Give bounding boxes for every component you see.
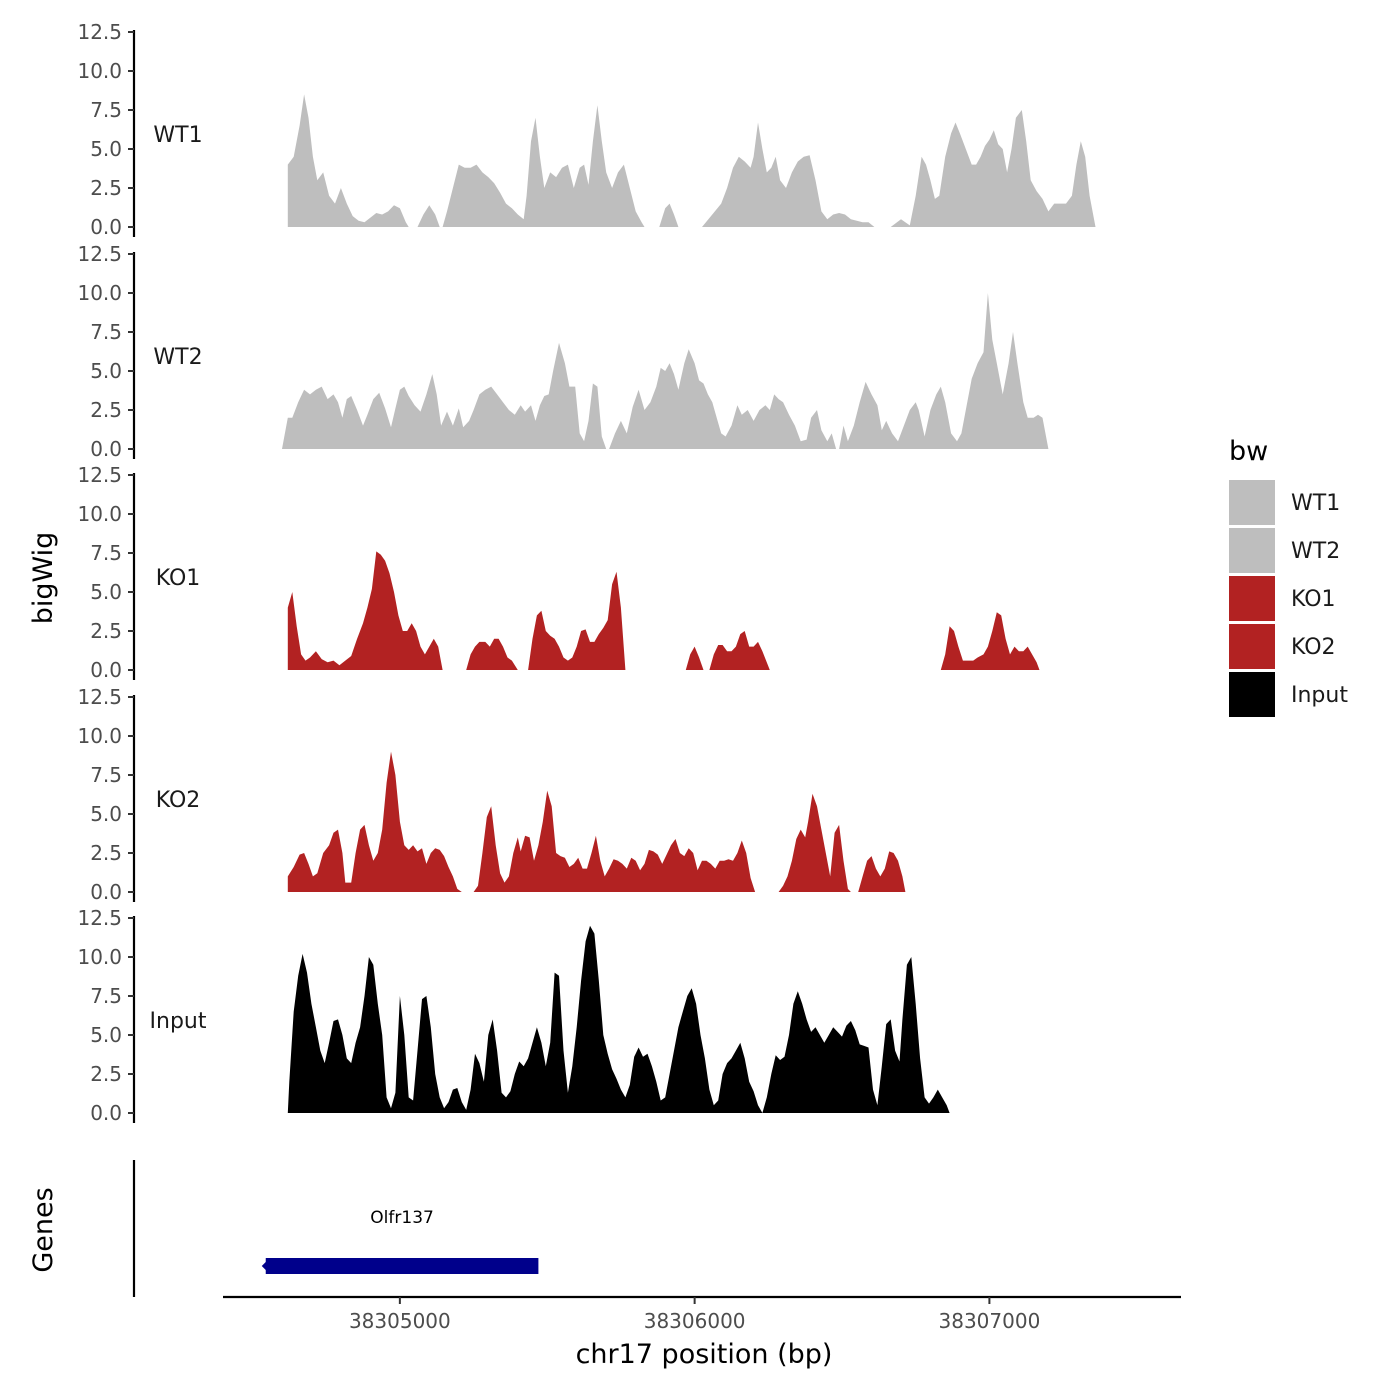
track-ko2: 0.0 2.5 5.0 7.5 10.0 12.5 KO2 [77,685,906,904]
coverage-area-wt1 [659,203,679,227]
coverage-area-ko1 [466,638,518,670]
y-tick-label: 12.5 [77,242,122,266]
x-axis-title: chr17 position (bp) [576,1339,833,1370]
coverage-area-ko1 [685,646,704,670]
legend-label: Input [1291,683,1348,708]
legend-key-wt2 [1229,528,1275,573]
gene-bar [265,1258,539,1274]
legend-label: KO2 [1291,635,1336,660]
y-tick-label: 7.5 [90,320,122,344]
legend-title: bw [1229,436,1268,467]
legend-label: KO1 [1291,587,1336,612]
y-tick-label: 0.0 [90,437,122,461]
coverage-area-wt2 [282,342,607,449]
y-tick-label: 5.0 [90,802,122,826]
legend-key-ko1 [1229,576,1275,621]
y-tick-label: 5.0 [90,580,122,604]
y-tick-label: 10.0 [77,945,122,969]
y-tick-label: 10.0 [77,281,122,305]
y-axis-title: bigWig [28,532,59,625]
coverage-area-ko2 [287,751,462,892]
y-tick-label: 7.5 [90,763,122,787]
y-tick-label: 2.5 [90,619,122,643]
legend-key-wt1 [1229,480,1275,525]
y-tick-label: 10.0 [77,502,122,526]
y-tick-label: 5.0 [90,137,122,161]
legend-key-input [1229,672,1275,717]
coverage-area-ko2 [778,793,851,892]
y-tick-label: 10.0 [77,724,122,748]
y-tick-label: 7.5 [90,541,122,565]
y-tick-label: 7.5 [90,98,122,122]
coverage-area-wt1 [442,105,645,227]
track-input: 0.0 2.5 5.0 7.5 10.0 12.5 Input [77,906,950,1125]
y-tick-label: 2.5 [90,176,122,200]
coverage-area-input [287,925,950,1113]
y-tick-label: 0.0 [90,658,122,682]
track-wt2: 0.0 2.5 5.0 7.5 10.0 12.5 WT2 [77,242,1049,461]
coverage-area-ko1 [528,571,626,670]
gene-track-title: Genes [28,1187,59,1272]
coverage-area-wt1 [890,110,1096,227]
track-label: WT1 [153,123,202,148]
y-tick-label: 12.5 [77,906,122,930]
y-tick-label: 7.5 [90,984,122,1008]
y-tick-label: 0.0 [90,1101,122,1125]
coverage-area-wt2 [839,293,1049,449]
gene-strand-arrow [261,1260,268,1272]
coverage-area-wt1 [702,122,875,227]
y-tick-label: 12.5 [77,685,122,709]
y-tick-label: 10.0 [77,59,122,83]
legend-label: WT1 [1291,491,1340,516]
coverage-area-wt1 [287,94,409,228]
x-tick-label: 38307000 [939,1309,1041,1333]
coverage-area-ko2 [473,790,756,892]
y-tick-label: 5.0 [90,1023,122,1047]
y-tick-label: 0.0 [90,880,122,904]
gene-label: Olfr137 [370,1208,434,1228]
coverage-area-wt1 [417,205,440,227]
y-tick-label: 2.5 [90,841,122,865]
y-tick-label: 5.0 [90,359,122,383]
coverage-area-ko1 [287,551,443,670]
x-tick-label: 38306000 [644,1309,746,1333]
track-label: Input [150,1009,207,1034]
coverage-area-ko1 [709,631,770,670]
coverage-area-wt2 [609,349,837,449]
track-label: WT2 [153,345,202,370]
track-wt1: 0.0 2.5 5.0 7.5 10.0 12.5 WT1 [77,20,1096,239]
track-label: KO2 [156,788,201,813]
coverage-area-ko2 [858,851,906,892]
track-label: KO1 [156,566,201,591]
track-ko1: 0.0 2.5 5.0 7.5 10.0 12.5 KO1 [77,463,1040,682]
y-tick-label: 2.5 [90,1062,122,1086]
legend-key-ko2 [1229,624,1275,669]
y-tick-label: 12.5 [77,20,122,44]
y-tick-label: 0.0 [90,215,122,239]
legend-label: WT2 [1291,539,1340,564]
coverage-area-ko1 [940,612,1040,670]
y-tick-label: 2.5 [90,398,122,422]
y-tick-label: 12.5 [77,463,122,487]
x-tick-label: 38305000 [349,1309,451,1333]
